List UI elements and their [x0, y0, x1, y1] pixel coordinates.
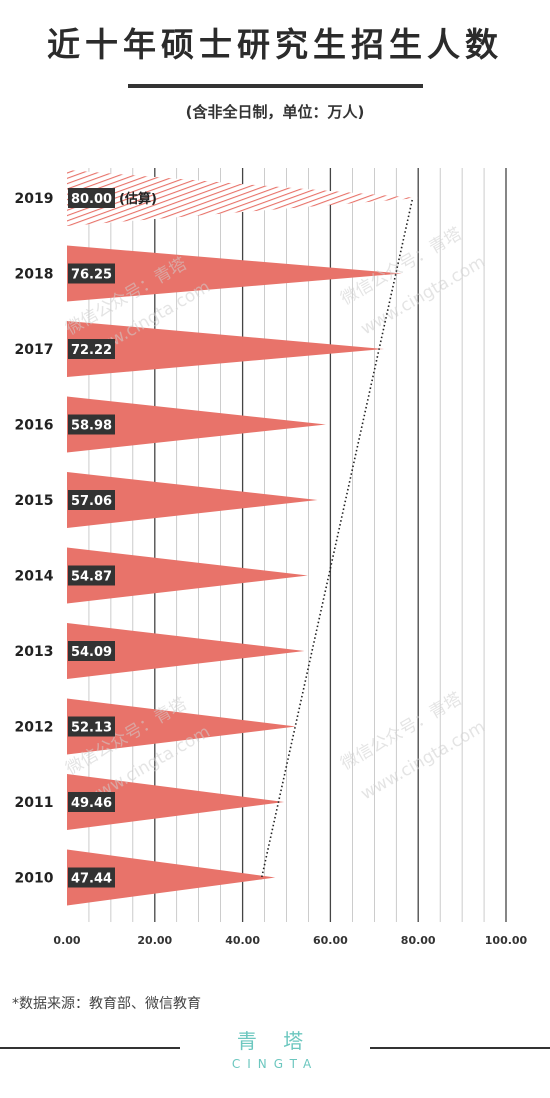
year-label-2014: 2014: [15, 569, 54, 585]
year-label-2013: 2013: [15, 644, 54, 660]
brand-logo-en: CINGTA: [231, 1057, 319, 1071]
value-label-box-2016: [68, 414, 115, 435]
x-tick-label-4: 80.00: [401, 934, 436, 947]
value-label-2011: 49.46: [71, 796, 112, 811]
value-label-2019: 80.00: [71, 192, 112, 207]
value-label-2010: 47.44: [71, 872, 112, 887]
year-label-2015: 2015: [15, 493, 54, 509]
footer-divider-right: [370, 1047, 550, 1049]
bar-2016: [67, 396, 326, 453]
x-tick-label-2: 40.00: [225, 934, 260, 947]
x-tick-label-3: 60.00: [313, 934, 348, 947]
bar-2011: [67, 774, 285, 830]
value-label-box-2014: [68, 565, 115, 586]
year-label-2010: 2010: [15, 871, 54, 887]
footer-divider-left: [0, 1047, 180, 1049]
x-axis: 0.00 20.00 40.00 60.00 80.00 100.00: [53, 934, 527, 947]
data-source: *数据来源：教育部、微信教育: [12, 996, 201, 1012]
value-label-2015: 57.06: [71, 494, 112, 509]
bar-2019: [67, 170, 419, 226]
year-label-2017: 2017: [15, 342, 54, 358]
bar-2018: [67, 245, 402, 302]
value-label-box-2015: [68, 490, 115, 510]
bar-2010: [67, 849, 276, 906]
value-label-2016: 58.98: [71, 419, 112, 434]
bar-2014: [67, 547, 308, 604]
value-label-2014: 54.87: [71, 570, 112, 585]
bar-chart: 微信公众号：青塔www.cingta.com微信公众号：青塔www.cingta…: [15, 168, 528, 947]
value-label-2017: 72.22: [71, 343, 112, 358]
brand-logo: 青 塔: [236, 1029, 314, 1053]
chart-title: 近十年硕士研究生招生人数: [47, 25, 503, 64]
value-label-box-2010: [68, 867, 115, 888]
value-label-2018: 76.25: [71, 268, 112, 283]
value-label-box-2011: [68, 792, 115, 812]
bars: [67, 170, 419, 906]
year-label-2011: 2011: [15, 795, 54, 811]
year-label-2012: 2012: [15, 720, 54, 736]
trend-line: [260, 199, 413, 880]
year-label-2019: 2019: [15, 191, 54, 207]
x-tick-label-5: 100.00: [485, 934, 528, 947]
bar-2013: [67, 623, 305, 679]
year-label-2016: 2016: [15, 418, 54, 434]
year-label-2018: 2018: [15, 267, 54, 283]
bar-2017: [67, 321, 385, 377]
estimate-note: (估算): [119, 191, 157, 207]
value-label-2013: 54.09: [71, 645, 112, 660]
title-underline: [128, 84, 423, 88]
bar-2012: [67, 698, 296, 755]
x-tick-label-1: 20.00: [137, 934, 172, 947]
value-label-box-2013: [68, 641, 115, 661]
value-label-box-2018: [68, 263, 115, 284]
trend-line-dotted: [260, 199, 413, 880]
value-label-box-2017: [68, 339, 115, 359]
value-label-box-2019: [68, 188, 115, 208]
bar-2015: [67, 472, 318, 528]
value-labels: 2019 80.00 (估算) 2018 76.25 2017 72.22 2016 58.98…: [15, 188, 157, 888]
value-label-box-2012: [68, 716, 115, 737]
value-label-2012: 52.13: [71, 721, 112, 736]
chart-subtitle: (含非全日制，单位：万人): [185, 103, 365, 121]
x-tick-label-0: 0.00: [53, 934, 80, 947]
